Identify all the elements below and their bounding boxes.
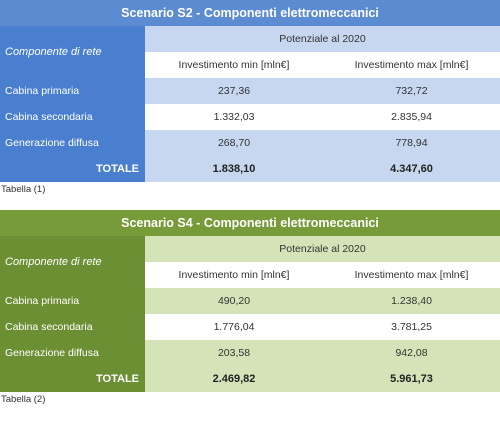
cell-max: 778,94 [323, 130, 500, 156]
total-label: TOTALE [0, 366, 145, 392]
row-header: Componente di rete [0, 236, 145, 288]
table-scenario-s4: Scenario S4 - Componenti elettromeccanic… [0, 210, 500, 406]
row-label: Generazione diffusa [0, 130, 145, 156]
column-header-max: Investimento max [mln€] [323, 262, 500, 288]
group-header: Potenziale al 2020 [145, 236, 500, 262]
total-max: 5.961,73 [323, 366, 500, 392]
cell-min: 1.332,03 [145, 104, 323, 130]
cell-max: 942,08 [323, 340, 500, 366]
table-title: Scenario S4 - Componenti elettromeccanic… [0, 210, 500, 236]
total-label: TOTALE [0, 156, 145, 182]
row-label: Cabina secondaria [0, 314, 145, 340]
group-header: Potenziale al 2020 [145, 26, 500, 52]
table-grid: Componente di rete Potenziale al 2020 In… [0, 236, 500, 392]
column-header-min: Investimento min [mln€] [145, 262, 323, 288]
cell-max: 3.781,25 [323, 314, 500, 340]
total-max: 4.347,60 [323, 156, 500, 182]
cell-min: 268,70 [145, 130, 323, 156]
total-min: 2.469,82 [145, 366, 323, 392]
cell-min: 490,20 [145, 288, 323, 314]
cell-min: 237,36 [145, 78, 323, 104]
row-label: Cabina primaria [0, 288, 145, 314]
row-header: Componente di rete [0, 26, 145, 78]
cell-min: 203,58 [145, 340, 323, 366]
row-label: Cabina secondaria [0, 104, 145, 130]
table-caption: Tabella (1) [1, 183, 46, 195]
column-header-max: Investimento max [mln€] [323, 52, 500, 78]
table-grid: Componente di rete Potenziale al 2020 In… [0, 26, 500, 182]
column-header-min: Investimento min [mln€] [145, 52, 323, 78]
cell-max: 2.835,94 [323, 104, 500, 130]
row-label: Generazione diffusa [0, 340, 145, 366]
row-label: Cabina primaria [0, 78, 145, 104]
total-min: 1.838,10 [145, 156, 323, 182]
table-scenario-s2: Scenario S2 - Componenti elettromeccanic… [0, 0, 500, 196]
table-title: Scenario S2 - Componenti elettromeccanic… [0, 0, 500, 26]
cell-max: 1.238,40 [323, 288, 500, 314]
table-caption: Tabella (2) [1, 393, 46, 405]
cell-max: 732,72 [323, 78, 500, 104]
cell-min: 1.776,04 [145, 314, 323, 340]
